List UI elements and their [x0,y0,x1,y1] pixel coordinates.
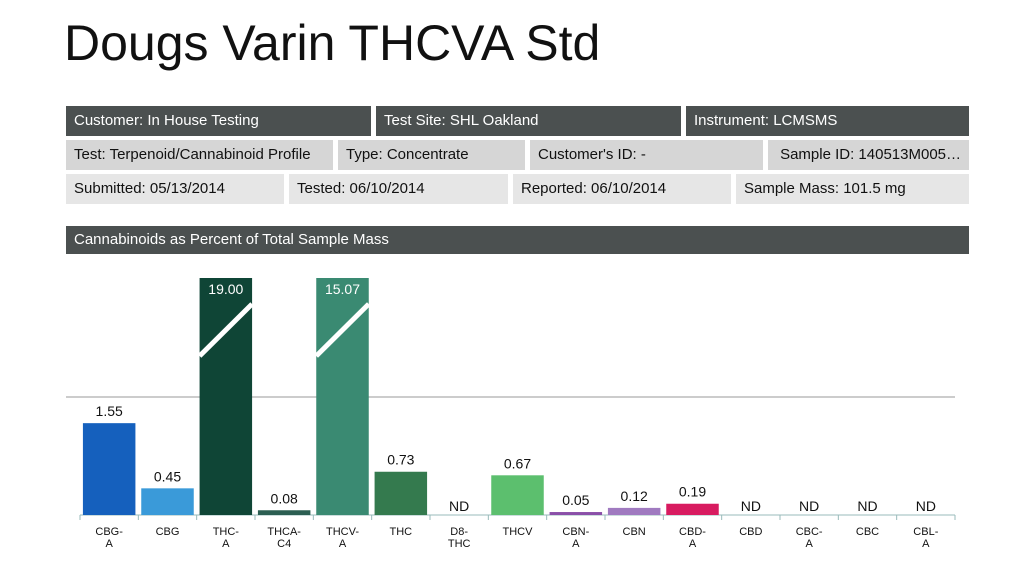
x-tick-label: CBD- A [679,526,706,550]
bar [374,471,428,515]
value-label: 0.67 [504,455,531,471]
info-cell: Sample Mass: 101.5 mg [736,174,969,204]
x-tick-label: CBN- A [562,526,590,550]
info-cell: Sample ID: 140513M005… [768,140,969,170]
bar [199,278,253,515]
report-title: Dougs Varin THCVA Std [64,15,601,71]
bar [316,278,369,515]
x-tick-label: CBC- A [795,526,823,550]
bar-break [197,302,254,358]
value-label: ND [857,498,877,514]
bar [141,488,194,515]
info-cell: Test: Terpenoid/Cannabinoid Profile [66,140,333,170]
info-cell: Submitted: 05/13/2014 [66,174,284,204]
value-label: 1.55 [96,403,123,419]
value-label: 0.08 [271,490,298,506]
info-cell: Test Site: SHL Oakland [376,106,681,136]
value-label: 0.05 [562,492,589,508]
x-tick-label: CBG [155,526,180,538]
value-label: ND [799,498,819,514]
x-tick-label: CBC [855,526,880,538]
value-label: 19.00 [208,281,243,297]
info-cell: Type: Concentrate [338,140,525,170]
x-tick-label: THCV- A [326,526,359,550]
x-tick-label: THCA- C4 [267,526,301,550]
bar [666,503,719,515]
value-label: 0.12 [621,488,648,504]
x-tick-label: THC- A [212,526,239,550]
x-tick-label: CBD [739,526,763,538]
bar [491,475,544,515]
value-label: ND [916,498,936,514]
x-tick-label: CBL- A [913,526,939,550]
bar [549,512,603,515]
x-tick-label: CBN [622,526,646,538]
bar [607,507,661,515]
value-label: ND [449,498,469,514]
chart-title: Cannabinoids as Percent of Total Sample … [66,226,969,254]
bar [257,510,311,515]
value-label: 15.07 [325,281,360,297]
value-label: 0.73 [387,452,414,468]
x-tick-label: THCV [502,526,533,538]
x-tick-label: THC [389,526,413,538]
info-cell: Tested: 06/10/2014 [289,174,508,204]
bar [82,423,136,515]
bar-break [314,302,371,358]
info-cell: Customer's ID: - [530,140,763,170]
info-cell: Instrument: LCMSMS [686,106,969,136]
x-tick-label: CBG- A [95,526,123,550]
info-cell: Reported: 06/10/2014 [513,174,731,204]
x-tick-label: D8- THC [447,526,471,550]
value-label: 0.45 [154,468,181,484]
info-cell: Customer: In House Testing [66,106,371,136]
value-label: ND [741,498,761,514]
value-label: 0.19 [679,484,706,500]
